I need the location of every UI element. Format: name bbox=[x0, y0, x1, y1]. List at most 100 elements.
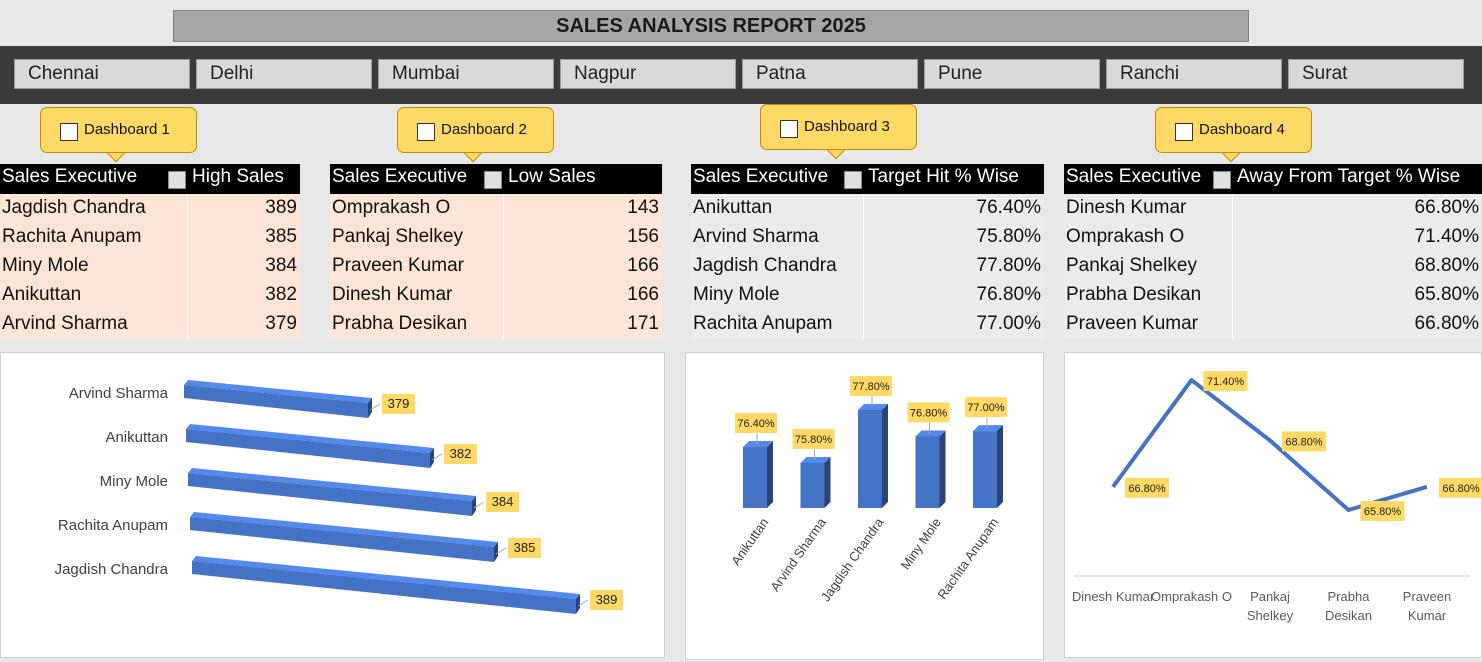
data-label-box bbox=[850, 375, 892, 396]
table-cell: Pankaj Shelkey bbox=[332, 226, 463, 247]
bar bbox=[800, 462, 825, 508]
data-label-box bbox=[590, 590, 623, 610]
table-cell-bg bbox=[188, 252, 300, 281]
bar bbox=[915, 436, 940, 508]
table-cell-bg bbox=[1233, 252, 1482, 281]
data-label-box bbox=[735, 413, 777, 434]
data-label: 77.80% bbox=[852, 381, 890, 393]
bar bbox=[192, 561, 576, 614]
data-label: 66.80% bbox=[1128, 483, 1166, 495]
table-cell: 166 bbox=[627, 255, 659, 276]
table-cell: Dinesh Kumar bbox=[332, 284, 453, 305]
dashboard-label: Dashboard 1 bbox=[84, 121, 170, 138]
category-label: Omprakash O bbox=[1151, 589, 1232, 604]
dashboard-callout[interactable]: Dashboard 1 bbox=[40, 107, 197, 153]
bar bbox=[743, 447, 767, 508]
table-cell: Rachita Anupam bbox=[2, 226, 142, 247]
table-header bbox=[0, 164, 300, 194]
table-cell: Prabha Desikan bbox=[1066, 284, 1202, 305]
table-cell-bg bbox=[0, 194, 188, 223]
data-label: 379 bbox=[388, 396, 410, 411]
data-label-box bbox=[486, 492, 519, 512]
data-label-box bbox=[965, 397, 1007, 418]
city-button[interactable]: Patna bbox=[742, 59, 918, 89]
table-cell: Dinesh Kumar bbox=[1066, 197, 1187, 218]
table-cell-bg bbox=[1233, 223, 1482, 252]
table-cell-bg bbox=[864, 252, 1044, 281]
table-cell-bg bbox=[188, 194, 300, 223]
data-label: 384 bbox=[492, 494, 514, 509]
city-button[interactable]: Mumbai bbox=[378, 59, 554, 89]
city-button[interactable]: Pune bbox=[924, 59, 1100, 89]
table-cell: 66.80% bbox=[1414, 197, 1479, 218]
table-cell-bg bbox=[0, 252, 188, 281]
bar-top bbox=[188, 468, 476, 501]
table-cell-bg bbox=[330, 310, 504, 339]
table-cell-bg bbox=[0, 310, 188, 339]
data-label-box bbox=[382, 394, 415, 414]
city-button[interactable]: Nagpur bbox=[560, 59, 736, 89]
city-button[interactable]: Ranchi bbox=[1106, 59, 1282, 89]
checkbox[interactable] bbox=[780, 120, 798, 138]
category-label: Dinesh Kumar bbox=[1071, 589, 1155, 604]
table-cell: 379 bbox=[265, 313, 297, 334]
checkbox[interactable] bbox=[60, 123, 78, 141]
dashboard-label: Dashboard 3 bbox=[804, 118, 890, 135]
checkbox[interactable] bbox=[1175, 123, 1193, 141]
table-cell: 68.80% bbox=[1414, 255, 1479, 276]
bar-top bbox=[190, 512, 498, 547]
table-cell: 385 bbox=[265, 226, 297, 247]
table-cell: 156 bbox=[627, 226, 659, 247]
leader-line bbox=[577, 599, 589, 607]
dashboard-callout[interactable]: Dashboard 4 bbox=[1155, 107, 1312, 153]
dashboard-label: Dashboard 4 bbox=[1199, 121, 1285, 138]
bar-side bbox=[824, 456, 831, 508]
table-cell: 382 bbox=[265, 284, 297, 305]
city-button[interactable]: Surat bbox=[1288, 59, 1464, 89]
table-cell-bg bbox=[691, 194, 864, 223]
table-cell: 75.80% bbox=[976, 226, 1041, 247]
table-cell: 171 bbox=[627, 313, 659, 334]
table-cell-bg bbox=[1233, 194, 1482, 223]
filter-button[interactable] bbox=[484, 171, 502, 189]
table-cell-bg bbox=[504, 310, 662, 339]
bar bbox=[186, 429, 430, 468]
data-label: 382 bbox=[450, 446, 472, 461]
bar-top bbox=[192, 556, 580, 599]
table-cell: Omprakash O bbox=[1066, 226, 1185, 247]
category-label: Praveen Kumar bbox=[1402, 589, 1452, 623]
table-cell: Arvind Sharma bbox=[693, 226, 819, 247]
dashboard-label: Dashboard 2 bbox=[441, 121, 527, 138]
table-cell: 76.80% bbox=[976, 284, 1041, 305]
data-label-box bbox=[792, 428, 835, 449]
table-cell: Prabha Desikan bbox=[332, 313, 468, 334]
category-label: Arvind Sharma bbox=[69, 385, 169, 402]
data-label: 65.80% bbox=[1364, 506, 1402, 518]
table-cell-bg bbox=[504, 194, 662, 223]
data-label-box bbox=[508, 538, 541, 558]
checkbox[interactable] bbox=[417, 123, 435, 141]
city-button[interactable]: Delhi bbox=[196, 59, 372, 89]
bar-top bbox=[743, 441, 773, 448]
table-cell-bg bbox=[691, 281, 864, 310]
bar-side bbox=[767, 441, 773, 508]
city-button[interactable]: Chennai bbox=[14, 59, 190, 89]
data-label: 68.80% bbox=[1285, 436, 1323, 448]
category-label: Miny Mole bbox=[100, 473, 168, 490]
bar-top bbox=[184, 380, 372, 403]
dashboard-callout[interactable]: Dashboard 3 bbox=[760, 104, 917, 150]
header-cell: Low Sales bbox=[508, 166, 596, 187]
bar-top bbox=[915, 430, 946, 437]
table-cell-bg bbox=[504, 223, 662, 252]
table-cell: Miny Mole bbox=[693, 284, 780, 305]
table-cell-bg bbox=[1064, 252, 1233, 281]
leader-line bbox=[431, 453, 443, 461]
dashboard-callout[interactable]: Dashboard 2 bbox=[397, 107, 554, 153]
filter-button[interactable] bbox=[168, 171, 186, 189]
filter-button[interactable] bbox=[1213, 171, 1231, 189]
table-cell-bg bbox=[1064, 223, 1233, 252]
table-cell: Omprakash O bbox=[332, 197, 451, 218]
table-cell: 77.00% bbox=[976, 313, 1041, 334]
table-cell-bg bbox=[330, 252, 504, 281]
filter-button[interactable] bbox=[844, 171, 862, 189]
